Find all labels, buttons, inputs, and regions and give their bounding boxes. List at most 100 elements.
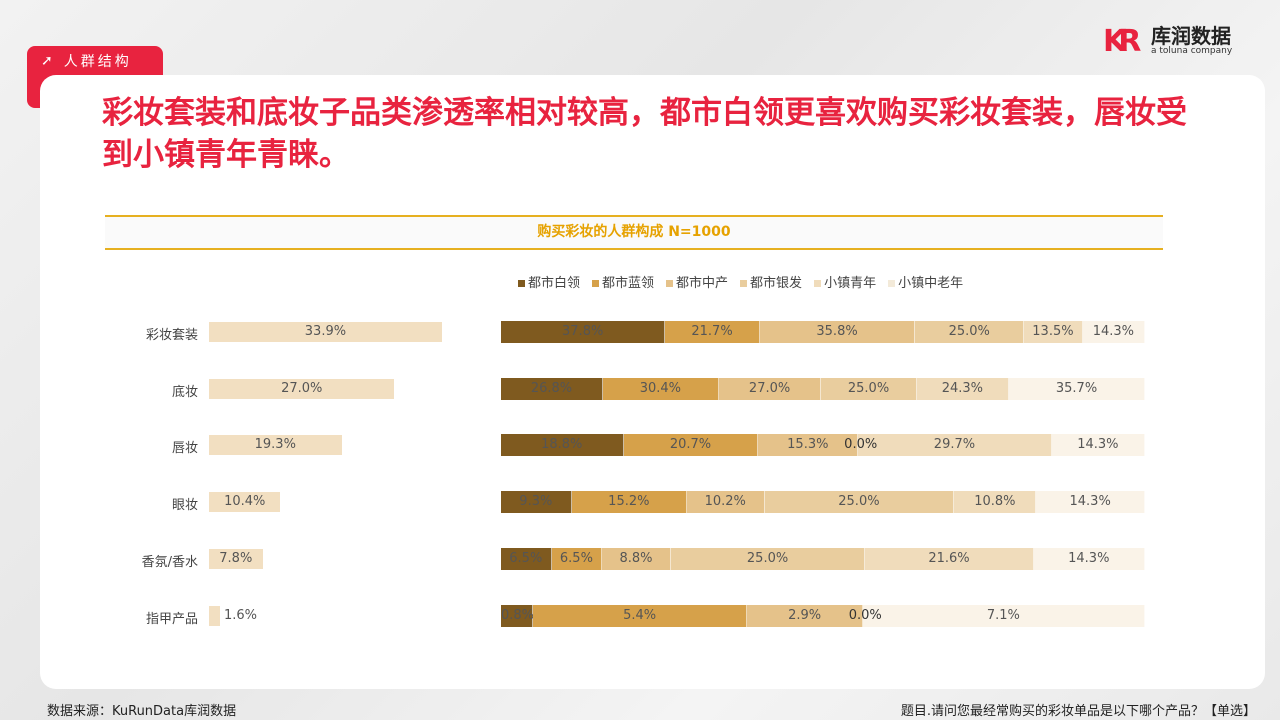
legend-item: 都市白领 (518, 272, 580, 291)
stacked-segment: 21.6% (865, 547, 1034, 570)
data-label: 27.0% (281, 380, 323, 396)
segment-label: 20.7% (669, 437, 712, 453)
bar (209, 492, 281, 513)
bar (209, 605, 220, 626)
stacked-segment: 8.8% (602, 547, 671, 570)
stacked-bar-row: 6.5% 6.5% 8.8% 25.0% 21.6% 14.3% (501, 547, 1145, 570)
stacked-segment: 26.8% (501, 377, 603, 400)
stacked-segment: 10.2% (687, 491, 765, 514)
legend-swatch (592, 280, 600, 287)
stacked-segment: 24.3% (916, 377, 1010, 400)
category-label: 底妆 (171, 384, 198, 400)
bar (209, 378, 395, 399)
stacked-segment: 14.3% (1082, 321, 1145, 343)
legend-swatch (888, 280, 896, 287)
segment-label: 13.5% (1032, 324, 1074, 339)
legend-item: 都市银发 (740, 272, 802, 291)
segment-label: 15.2% (608, 494, 650, 510)
segment-label: 30.4% (639, 380, 681, 396)
segment-label: 10.2% (704, 494, 746, 510)
category-label: 彩妆套装 (145, 328, 198, 343)
data-label: 33.9% (304, 324, 347, 339)
legend-label: 小镇青年 (824, 276, 877, 291)
category-label: 唇妆 (171, 441, 198, 457)
stacked-segment: 25.0% (915, 321, 1025, 343)
segment-label: 6.5% (559, 550, 593, 566)
segment-label: 14.3% (1068, 550, 1110, 566)
stacked-bar-row: 9.3% 15.2% 10.2% 25.0% 10.8% 14.3% (501, 491, 1145, 514)
legend-label: 都市中产 (676, 276, 729, 291)
stacked-segment: 35.8% (759, 321, 916, 343)
stacked-segment: 25.0% (670, 547, 866, 570)
logo-name: 库润数据 (1151, 24, 1231, 48)
segment-label: 14.3% (1092, 324, 1135, 339)
legend-swatch (814, 280, 822, 287)
segment-label: 35.7% (1055, 380, 1098, 396)
stacked-segment: 21.7% (665, 321, 760, 343)
chart-title: 购买彩妆的人群构成 N=1000 (105, 215, 1163, 250)
question-note: 题目.请问您最经常购买的彩妆单品是以下哪个产品？【单选】 (900, 704, 1256, 719)
segment-label: 25.0% (948, 324, 990, 339)
segment-label: 21.6% (928, 550, 970, 566)
stacked-segment: 14.3% (1033, 547, 1145, 570)
stacked-segment: 5.4% (532, 604, 748, 627)
stacked-segment: 29.7% (858, 434, 1052, 457)
segment-label: 0.8% (501, 607, 535, 623)
segment-label: 37.8% (562, 324, 604, 339)
segment-label: 0.0% (844, 437, 878, 453)
legend: 都市白领 都市蓝领 都市中产 都市银发 小镇青年 小镇中老年 (518, 272, 963, 291)
stacked-segment: 30.4% (603, 377, 719, 400)
logo-mark-icon: KR (1103, 24, 1141, 59)
segment-label: 15.3% (787, 437, 829, 453)
stacked-segment: 14.3% (1051, 434, 1145, 457)
stacked-segment: 27.0% (718, 377, 822, 400)
stacked-segment: 25.0% (764, 491, 955, 514)
segment-label: 27.0% (748, 380, 791, 396)
category-label: 指甲产品 (145, 611, 198, 627)
headline: 彩妆套装和底妆子品类渗透率相对较高，都市白领更喜欢购买彩妆套装，唇妆受到小镇青年… (102, 95, 1187, 173)
logo-sub: a toluna company (1151, 46, 1233, 56)
category-label: 眼妆 (171, 498, 198, 514)
segment-label: 29.7% (933, 437, 976, 453)
stacked-segment: 14.3% (1036, 491, 1145, 514)
bar (209, 548, 263, 569)
stacked-segment: 18.8% (501, 434, 624, 457)
category-label: 香氛/香水 (141, 554, 198, 570)
legend-label: 都市白领 (528, 276, 581, 291)
legend-item: 都市中产 (666, 272, 728, 291)
stacked-segment: 0.8% (501, 604, 535, 627)
logo: KR 库润数据 a toluna company (1103, 24, 1233, 59)
segment-label: 2.9% (788, 607, 822, 623)
segment-label: 8.8% (619, 550, 653, 566)
segment-label: 5.4% (623, 607, 657, 623)
legend-item: 都市蓝领 (592, 272, 654, 291)
legend-swatch (666, 280, 674, 287)
section-tag-label: 人群结构 (63, 54, 132, 70)
legend-label: 都市蓝领 (602, 276, 655, 291)
data-label: 10.4% (224, 494, 266, 510)
stacked-segment: 15.2% (571, 491, 688, 514)
segment-label: 14.3% (1077, 437, 1119, 453)
stacked-segment: 7.1% (862, 604, 1145, 627)
data-label: 7.8% (219, 550, 253, 566)
segment-label: 7.1% (986, 607, 1020, 623)
stacked-segment: 20.7% (623, 434, 759, 457)
segment-label: 18.8% (541, 437, 583, 453)
stacked-segment: 15.3% (758, 434, 859, 457)
segment-label: 0.0% (848, 607, 882, 623)
legend-item: 小镇中老年 (888, 272, 963, 291)
stacked-segment: 6.5% (551, 547, 603, 570)
segment-label: 24.3% (941, 380, 983, 396)
source-note: 数据来源：KuRunData库润数据 (47, 704, 237, 719)
stacked-segment: 9.3% (501, 491, 572, 514)
stacked-segment: 13.5% (1024, 321, 1083, 343)
segment-label: 25.0% (847, 380, 890, 396)
legend-swatch (740, 280, 748, 287)
segment-label: 21.7% (691, 324, 733, 339)
legend-swatch (518, 280, 525, 287)
data-label: 1.6% (223, 607, 258, 623)
stacked-bar-row: 37.8% 21.7% 35.8% 25.0% 13.5% 14.3% (501, 321, 1145, 343)
segment-label: 9.3% (519, 494, 553, 510)
segment-label: 14.3% (1069, 494, 1111, 510)
bar (209, 435, 342, 456)
